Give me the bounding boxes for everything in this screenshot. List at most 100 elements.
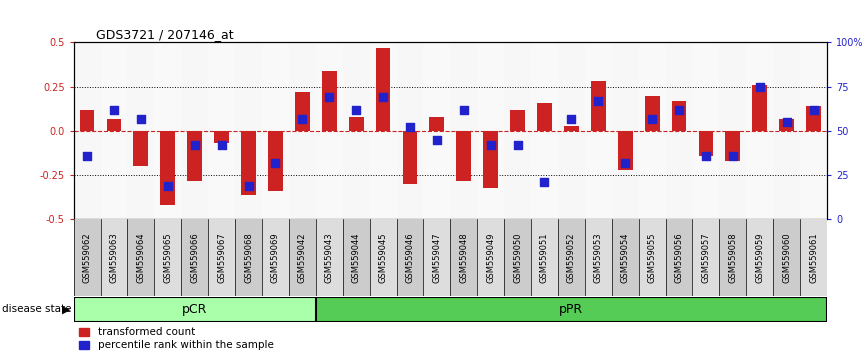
Text: GSM559044: GSM559044: [352, 232, 360, 283]
Point: [726, 153, 740, 159]
Bar: [349, 117, 364, 131]
Bar: [800, 42, 827, 219]
Text: GSM559057: GSM559057: [701, 232, 710, 283]
Text: disease state: disease state: [2, 304, 71, 314]
Bar: [666, 42, 693, 219]
Bar: [262, 219, 289, 296]
Bar: [510, 110, 525, 131]
Text: GSM559055: GSM559055: [648, 232, 656, 283]
Bar: [591, 81, 605, 131]
Bar: [107, 119, 121, 131]
Point: [322, 95, 336, 100]
Point: [81, 153, 94, 159]
Bar: [397, 219, 423, 296]
Point: [511, 142, 525, 148]
Bar: [585, 42, 611, 219]
Bar: [693, 42, 720, 219]
Bar: [720, 42, 746, 219]
Bar: [564, 126, 578, 131]
Bar: [483, 131, 498, 188]
Text: GSM559063: GSM559063: [109, 232, 119, 283]
Point: [806, 107, 820, 113]
Bar: [800, 219, 827, 296]
Text: GSM559066: GSM559066: [191, 232, 199, 283]
Legend: transformed count, percentile rank within the sample: transformed count, percentile rank withi…: [79, 327, 274, 350]
Bar: [450, 42, 477, 219]
Point: [565, 116, 578, 121]
Bar: [430, 117, 444, 131]
Bar: [160, 131, 175, 205]
Bar: [208, 42, 235, 219]
Bar: [477, 219, 504, 296]
Bar: [343, 42, 370, 219]
Point: [242, 183, 255, 189]
Bar: [753, 85, 767, 131]
Bar: [343, 219, 370, 296]
Text: GSM559060: GSM559060: [782, 232, 792, 283]
Bar: [423, 42, 450, 219]
Bar: [477, 42, 504, 219]
Bar: [779, 119, 794, 131]
Bar: [289, 219, 316, 296]
Point: [779, 119, 793, 125]
Bar: [746, 219, 773, 296]
Bar: [504, 42, 531, 219]
Text: GSM559064: GSM559064: [136, 232, 145, 283]
Bar: [100, 219, 127, 296]
Bar: [397, 42, 423, 219]
Text: GSM559049: GSM559049: [486, 232, 495, 283]
Bar: [370, 219, 397, 296]
Text: GSM559050: GSM559050: [513, 232, 522, 283]
Text: GSM559045: GSM559045: [378, 232, 388, 283]
Text: GSM559046: GSM559046: [405, 232, 415, 283]
Bar: [672, 101, 687, 131]
Text: GSM559069: GSM559069: [271, 232, 280, 283]
Point: [403, 125, 417, 130]
Point: [645, 116, 659, 121]
Text: GSM559056: GSM559056: [675, 232, 683, 283]
Bar: [268, 131, 283, 191]
Text: GSM559043: GSM559043: [325, 232, 333, 283]
Bar: [295, 92, 310, 131]
Bar: [611, 219, 638, 296]
Text: GDS3721 / 207146_at: GDS3721 / 207146_at: [96, 28, 234, 41]
Point: [538, 179, 552, 185]
Bar: [235, 219, 262, 296]
Bar: [316, 297, 827, 322]
Text: GSM559054: GSM559054: [621, 232, 630, 283]
Bar: [638, 42, 666, 219]
Bar: [127, 219, 154, 296]
Bar: [235, 42, 262, 219]
Bar: [773, 219, 800, 296]
Point: [591, 98, 605, 104]
Bar: [154, 219, 181, 296]
Bar: [133, 131, 148, 166]
Text: GSM559068: GSM559068: [244, 232, 253, 283]
Text: GSM559061: GSM559061: [809, 232, 818, 283]
Text: ▶: ▶: [62, 304, 71, 314]
Bar: [241, 131, 256, 195]
Point: [349, 107, 363, 113]
Point: [699, 153, 713, 159]
Bar: [187, 131, 202, 181]
Bar: [154, 42, 181, 219]
Point: [268, 160, 282, 166]
Point: [484, 142, 498, 148]
Bar: [289, 42, 316, 219]
Text: GSM559051: GSM559051: [540, 232, 549, 283]
Bar: [74, 219, 100, 296]
Bar: [699, 131, 714, 156]
Bar: [370, 42, 397, 219]
Bar: [531, 219, 558, 296]
Bar: [666, 219, 693, 296]
Text: GSM559052: GSM559052: [567, 232, 576, 283]
Bar: [558, 42, 585, 219]
Bar: [611, 42, 638, 219]
Text: GSM559059: GSM559059: [755, 232, 765, 283]
Text: GSM559053: GSM559053: [594, 232, 603, 283]
Bar: [558, 219, 585, 296]
Bar: [638, 219, 666, 296]
Bar: [746, 42, 773, 219]
Point: [134, 116, 148, 121]
Text: pPR: pPR: [559, 303, 584, 316]
